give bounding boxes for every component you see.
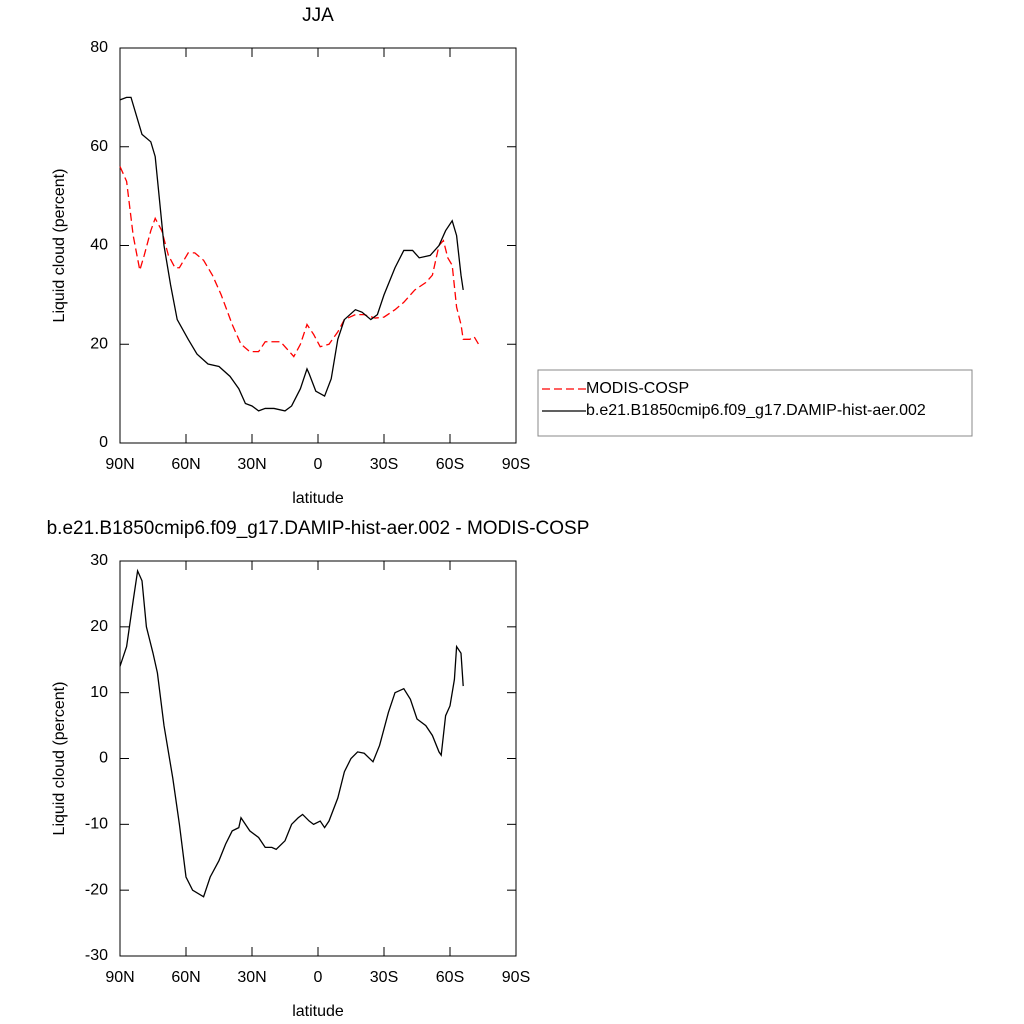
y-tick-label: 10: [90, 684, 108, 701]
y-tick-label: 20: [90, 618, 108, 635]
x-tick-label: 30S: [370, 456, 398, 473]
y-tick-label: -30: [85, 947, 108, 964]
x-tick-label: 30N: [237, 969, 266, 986]
x-axis-label: latitude: [292, 490, 344, 507]
x-tick-label: 90N: [105, 456, 134, 473]
legend-label: b.e21.B1850cmip6.f09_g17.DAMIP-hist-aer.…: [586, 402, 926, 419]
x-axis-label: latitude: [292, 1003, 344, 1020]
x-tick-label: 0: [314, 456, 323, 473]
y-tick-label: 60: [90, 138, 108, 155]
y-tick-label: 0: [99, 434, 108, 451]
y-tick-label: 30: [90, 552, 108, 569]
legend-box: [537, 369, 973, 437]
legend-label: MODIS-COSP: [586, 380, 689, 397]
x-tick-label: 30N: [237, 456, 266, 473]
x-tick-label: 90N: [105, 969, 134, 986]
y-tick-label: 0: [99, 750, 108, 767]
y-axis-label: Liquid cloud (percent): [51, 682, 68, 836]
chart-title: b.e21.B1850cmip6.f09_g17.DAMIP-hist-aer.…: [47, 518, 590, 539]
x-tick-label: 60N: [171, 456, 200, 473]
y-tick-label: -10: [85, 816, 108, 833]
x-tick-label: 90S: [502, 969, 530, 986]
y-tick-label: -20: [85, 881, 108, 898]
x-tick-label: 60S: [436, 456, 464, 473]
chart-title: JJA: [302, 5, 334, 26]
y-axis-label: Liquid cloud (percent): [51, 169, 68, 323]
plot-frame: [119, 560, 517, 957]
y-tick-label: 40: [90, 237, 108, 254]
plot-frame: [119, 47, 517, 444]
data-line: [119, 96, 464, 412]
y-tick-label: 80: [90, 39, 108, 56]
x-tick-label: 90S: [502, 456, 530, 473]
x-tick-label: 0: [314, 969, 323, 986]
data-line: [119, 166, 480, 358]
x-tick-label: 60N: [171, 969, 200, 986]
data-line: [119, 568, 464, 898]
x-tick-label: 60S: [436, 969, 464, 986]
x-tick-label: 30S: [370, 969, 398, 986]
y-tick-label: 20: [90, 335, 108, 352]
